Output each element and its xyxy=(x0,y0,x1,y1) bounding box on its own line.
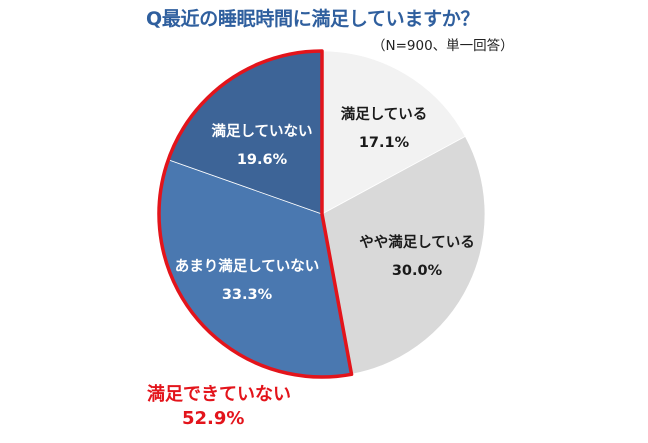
pie-slice xyxy=(321,135,486,375)
slice-label-satisfied: 満足している 17.1% xyxy=(340,107,428,151)
unsatisfied-total-label: 満足できていない xyxy=(147,384,291,405)
slice-label-not-satisfied: 満足していない 19.6% xyxy=(211,124,313,168)
chart-title: Q最近の睡眠時間に満足していますか？ xyxy=(146,8,480,30)
unsatisfied-total-value: 52.9% xyxy=(182,408,245,429)
slice-label-not-very-satisfied: あまり満足していない 33.3% xyxy=(174,259,320,303)
highlight-outline xyxy=(157,49,354,379)
pie-slice xyxy=(321,50,466,215)
slice-label-somewhat-satisfied: やや満足している 30.0% xyxy=(359,235,475,279)
sample-note: （N=900、単一回答） xyxy=(372,38,514,54)
